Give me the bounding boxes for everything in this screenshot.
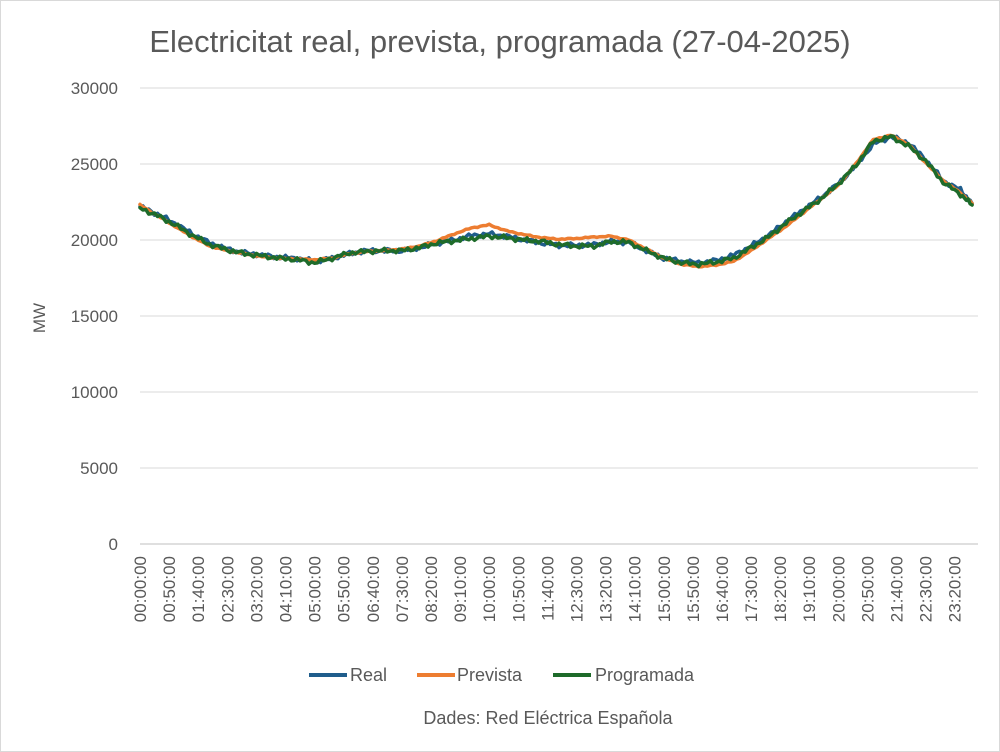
x-tick-label: 05:50:00 [335, 556, 354, 622]
x-tick-label: 10:00:00 [480, 556, 499, 622]
plot-lines [138, 133, 974, 269]
x-tick-label: 05:00:00 [306, 556, 325, 622]
y-tick-label: 25000 [71, 155, 118, 174]
x-tick-label: 14:10:00 [626, 556, 645, 622]
x-tick-label: 04:10:00 [276, 556, 295, 622]
x-tick-label: 23:20:00 [946, 556, 965, 622]
source-note: Dades: Red Eléctrica Española [423, 708, 673, 728]
x-tick-label: 15:50:00 [684, 556, 703, 622]
legend-label: Programada [595, 665, 695, 685]
x-tick-label: 00:00:00 [131, 556, 150, 622]
y-tick-label: 30000 [71, 79, 118, 98]
x-tick-label: 09:10:00 [451, 556, 470, 622]
x-tick-label: 18:20:00 [771, 556, 790, 622]
x-tick-label: 22:30:00 [917, 556, 936, 622]
x-tick-label: 10:50:00 [509, 556, 528, 622]
x-tick-label: 13:20:00 [597, 556, 616, 622]
series-line-programada [138, 134, 974, 269]
x-tick-label: 12:30:00 [567, 556, 586, 622]
legend-label: Real [350, 665, 387, 685]
gridlines [140, 87, 978, 545]
x-tick-label: 17:30:00 [742, 556, 761, 622]
x-tick-label: 07:30:00 [393, 556, 412, 622]
y-axis-label: MW [30, 303, 49, 333]
x-tick-label: 20:00:00 [829, 556, 848, 622]
legend-label: Prevista [457, 665, 523, 685]
y-tick-label: 5000 [80, 459, 118, 478]
y-tick-label: 0 [109, 535, 118, 554]
x-tick-label: 20:50:00 [858, 556, 877, 622]
chart-title: Electricitat real, prevista, programada … [149, 24, 850, 59]
x-tick-label: 06:40:00 [364, 556, 383, 622]
x-tick-label: 00:50:00 [160, 556, 179, 622]
x-tick-label: 02:30:00 [218, 556, 237, 622]
y-tick-label: 15000 [71, 307, 118, 326]
x-axis-ticks: 00:00:00 00:50:00 01:40:00 02:30:00 03:20:00… [131, 556, 965, 622]
x-tick-label: 08:20:00 [422, 556, 441, 622]
x-tick-label: 16:40:00 [713, 556, 732, 622]
x-tick-label: 21:40:00 [888, 556, 907, 622]
y-axis-ticks: 0 5000 10000 15000 20000 25000 30000 [71, 79, 118, 554]
x-tick-label: 19:10:00 [800, 556, 819, 622]
x-tick-label: 15:00:00 [655, 556, 674, 622]
y-tick-label: 20000 [71, 231, 118, 250]
x-tick-label: 01:40:00 [189, 556, 208, 622]
x-tick-label: 03:20:00 [247, 556, 266, 622]
legend: Real Prevista Programada [309, 665, 695, 685]
y-tick-label: 10000 [71, 383, 118, 402]
x-tick-label: 11:40:00 [538, 556, 557, 621]
